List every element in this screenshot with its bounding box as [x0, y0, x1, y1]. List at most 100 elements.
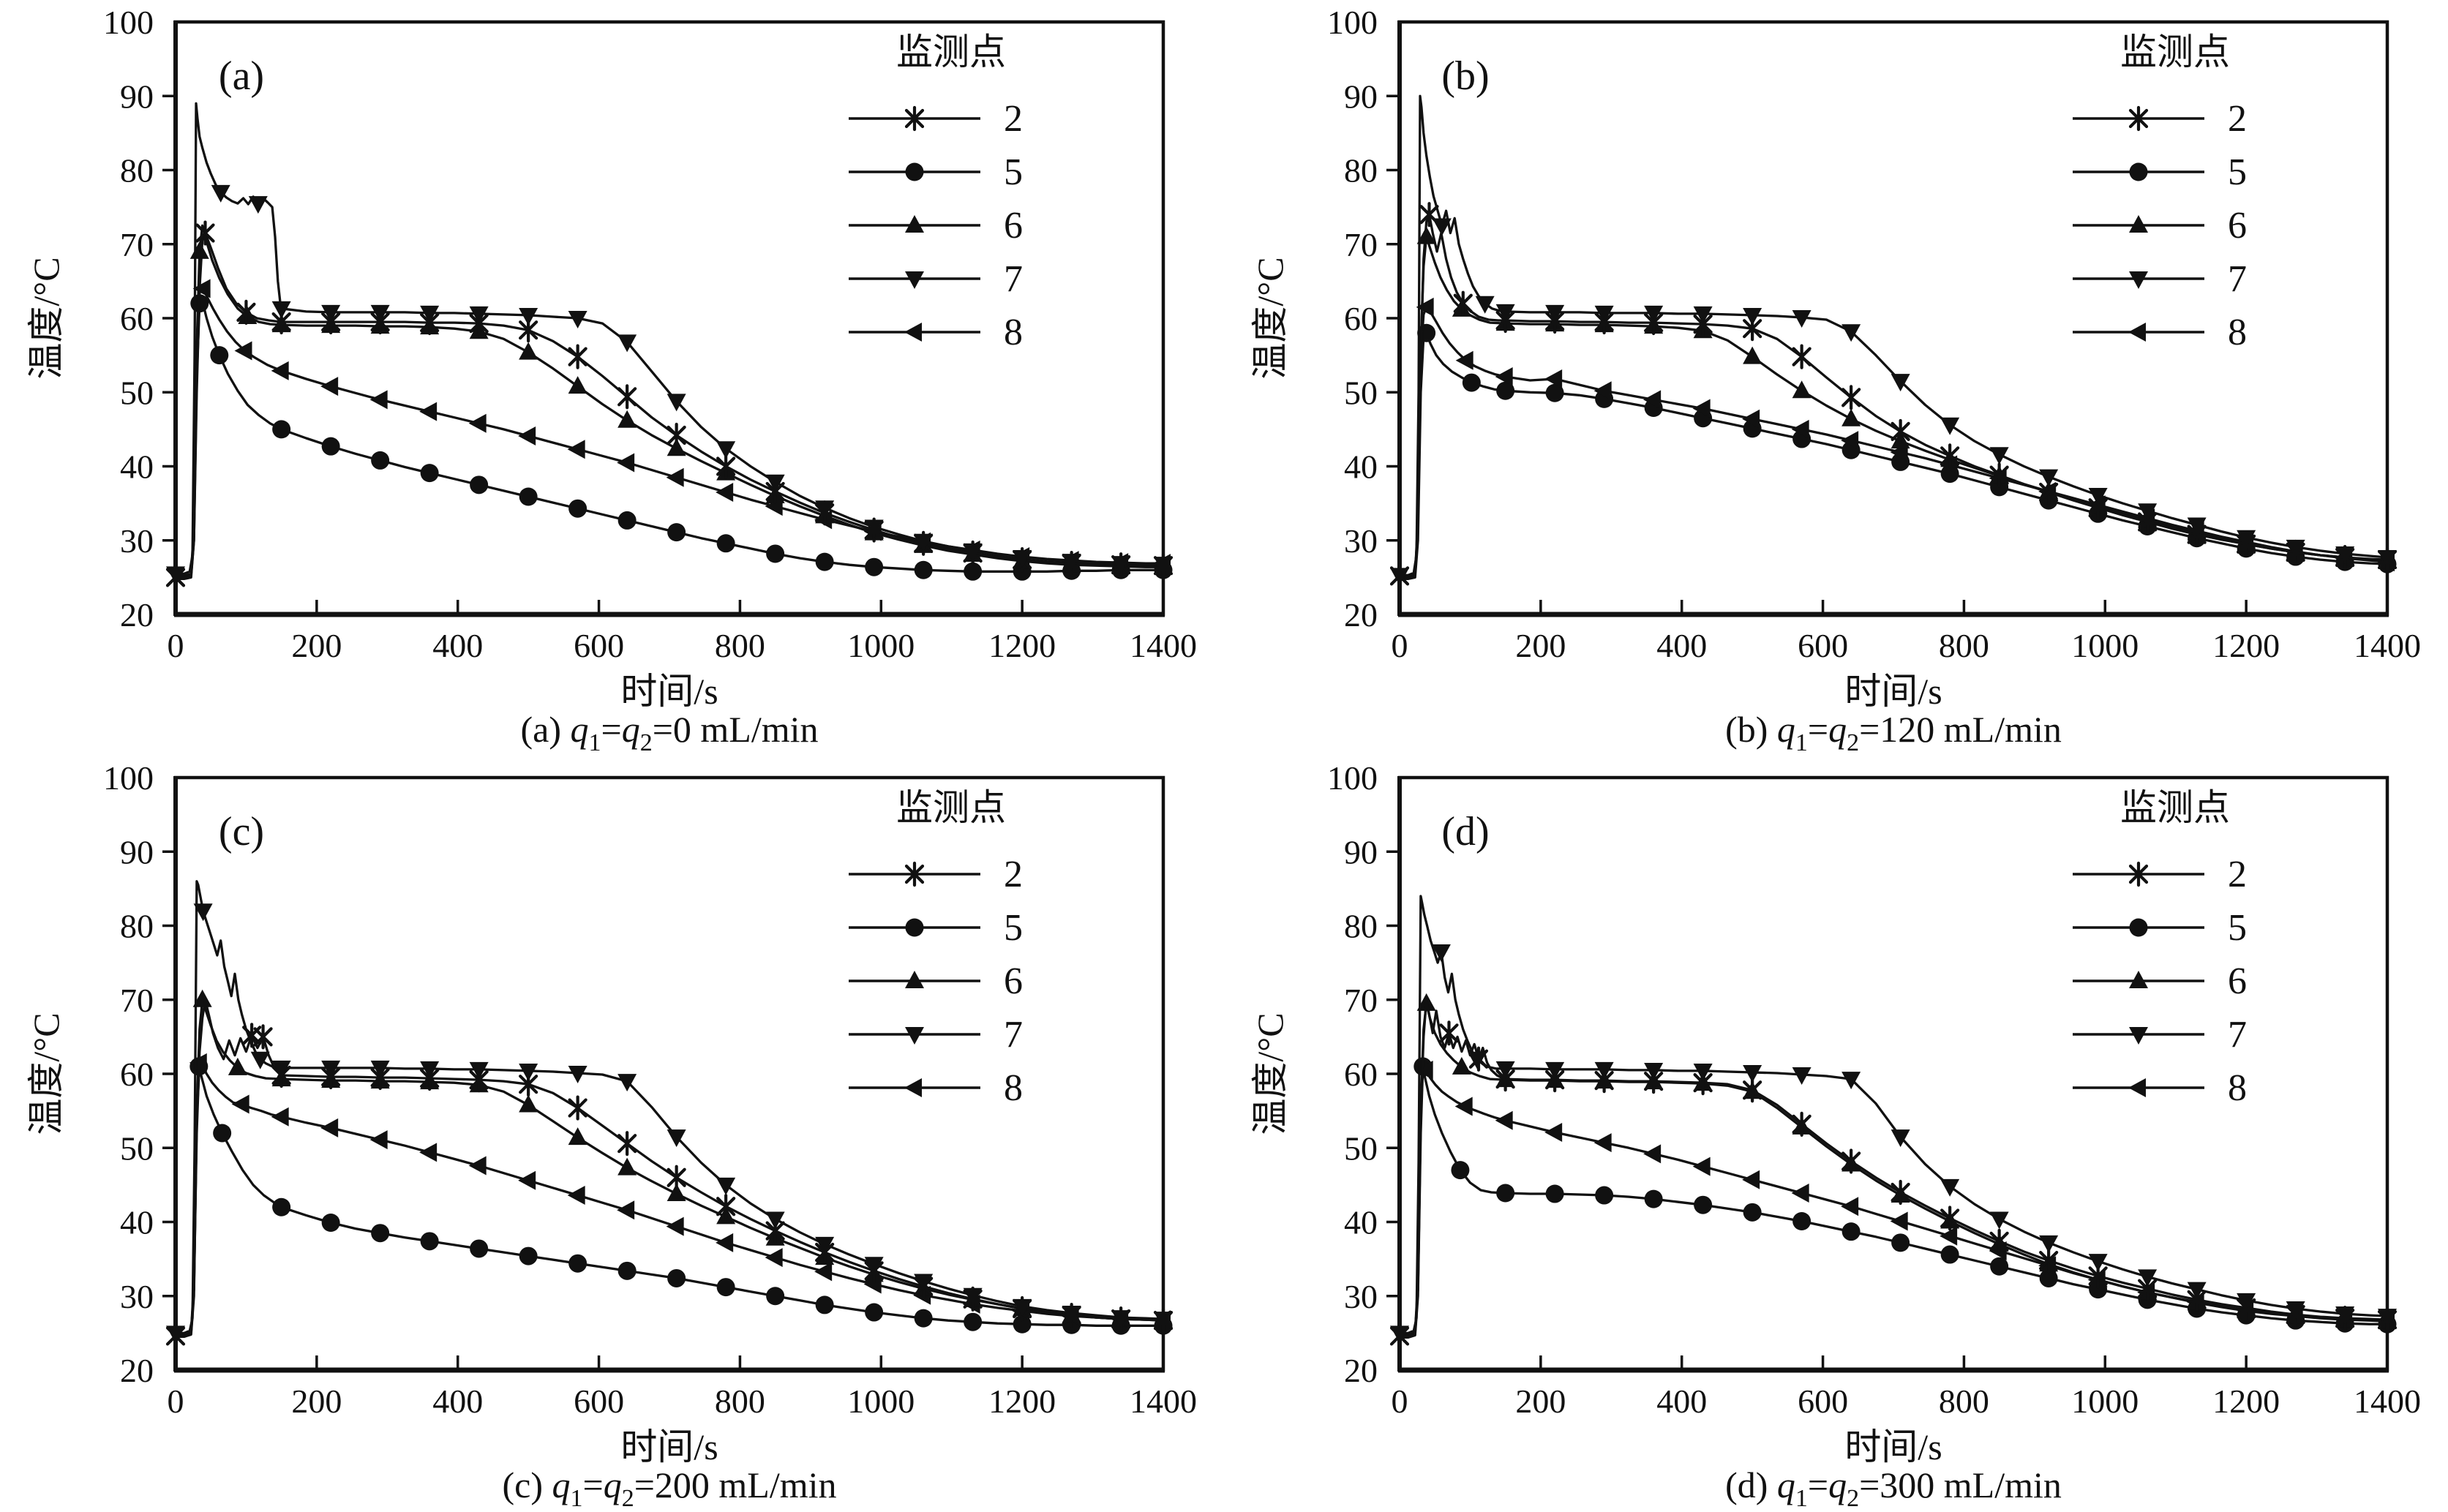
circle-marker [213, 1124, 232, 1143]
circle-marker [1792, 1211, 1811, 1230]
triangle-left-marker [765, 1248, 783, 1268]
triangle-down-marker [166, 1325, 185, 1344]
y-tick-label: 40 [120, 1204, 154, 1241]
triangle-left-marker [518, 1170, 536, 1190]
asterisk-marker [1792, 344, 1811, 369]
x-tick-label: 800 [1939, 1383, 1989, 1420]
triangle-down-marker [2286, 1301, 2305, 1319]
y-tick-label: 20 [120, 596, 154, 633]
circle-marker [716, 1278, 735, 1297]
triangle-up-marker [1452, 1056, 1471, 1075]
asterisk-marker [1841, 385, 1861, 410]
series-7 [166, 102, 1173, 584]
legend-label: 7 [2228, 1014, 2247, 1056]
x-tick-label: 400 [1656, 1383, 1707, 1420]
triangle-left-marker [1454, 1097, 1473, 1116]
x-axis-title: 时间/s [620, 1426, 718, 1467]
triangle-down-marker [1940, 417, 1960, 435]
triangle-left-marker [1890, 1211, 1908, 1231]
circle-marker [1451, 1161, 1470, 1180]
circle-marker [964, 1312, 983, 1331]
legend-label: 6 [1004, 960, 1023, 1002]
triangle-left-marker [419, 402, 438, 421]
circle-marker [519, 487, 538, 506]
triangle-down-marker [2335, 1306, 2355, 1325]
triangle-left-marker [2128, 1078, 2146, 1097]
circle-marker [371, 1224, 390, 1243]
triangle-down-marker [667, 394, 686, 412]
x-tick-label: 200 [291, 1383, 342, 1420]
triangle-down-marker [1111, 1310, 1131, 1328]
asterisk-marker [1940, 1206, 1960, 1231]
legend-label: 8 [2228, 1067, 2247, 1109]
triangle-down-marker [864, 1257, 884, 1275]
asterisk-marker [904, 861, 925, 887]
circle-marker [914, 1309, 933, 1328]
triangle-down-marker [963, 543, 983, 561]
triangle-left-marker [1841, 1197, 1859, 1216]
triangle-down-marker [2335, 546, 2355, 564]
y-tick-label: 90 [120, 78, 154, 115]
asterisk-marker [716, 1194, 736, 1219]
circle-marker [2129, 918, 2148, 937]
panel-letter: (c) [219, 809, 264, 854]
caption: (a) q1=q2=0 mL/min [520, 709, 818, 756]
triangle-down-marker [905, 271, 924, 289]
x-tick-label: 1000 [2071, 1383, 2139, 1420]
triangle-up-marker [519, 342, 538, 360]
triangle-up-marker [1743, 346, 1762, 364]
triangle-down-marker [1841, 324, 1861, 342]
legend-title: 监测点 [2120, 31, 2230, 72]
triangle-left-marker [666, 467, 684, 487]
circle-marker [1545, 1184, 1564, 1203]
triangle-down-marker [1743, 1064, 1762, 1083]
series-7 [166, 880, 1173, 1344]
triangle-down-marker [2378, 1309, 2397, 1327]
asterisk-marker [1792, 1111, 1811, 1137]
asterisk-marker [568, 344, 587, 369]
x-tick-label: 800 [1939, 627, 1989, 664]
triangle-down-marker [716, 1177, 736, 1195]
triangle-down-marker [1545, 304, 1565, 323]
triangle-down-marker [271, 301, 291, 319]
y-tick-label: 80 [1344, 908, 1378, 945]
y-tick-label: 60 [120, 300, 154, 337]
series-6 [1398, 226, 2397, 579]
chart-panel-b: 0 200 400 600 800 1000 1200 1400 20 30 40 50 60 70 80 9… [1250, 4, 2421, 756]
y-tick-label: 80 [120, 152, 154, 189]
y-tick-label: 90 [1344, 833, 1378, 870]
chart-panel-c: 0 200 400 600 800 1000 1200 1400 20 30 40 50 60 70 80 9… [26, 759, 1197, 1511]
caption: (b) q1=q2=120 mL/min [1725, 709, 2062, 756]
triangle-down-marker [1594, 305, 1614, 323]
y-tick-label: 70 [120, 982, 154, 1019]
circle-marker [1743, 1203, 1762, 1222]
circle-marker [371, 451, 390, 470]
triangle-down-marker [1111, 556, 1131, 574]
triangle-down-marker [2187, 517, 2207, 535]
triangle-up-marker [192, 989, 212, 1007]
x-axis-title: 时间/s [1844, 1426, 1942, 1467]
triangle-left-marker [1495, 366, 1513, 386]
triangle-up-marker [2129, 971, 2148, 988]
circle-marker [766, 1287, 785, 1306]
triangle-up-marker [1841, 408, 1861, 426]
triangle-left-marker [1455, 350, 1473, 370]
triangle-down-marker [271, 1060, 291, 1078]
y-tick-label: 40 [1344, 448, 1378, 486]
triangle-down-marker [1792, 309, 1811, 328]
triangle-down-marker [2129, 1027, 2148, 1045]
triangle-down-marker [864, 519, 884, 538]
caption: (d) q1=q2=300 mL/min [1725, 1464, 2062, 1511]
asterisk-marker [2039, 1248, 2059, 1274]
axes: 0 200 400 600 800 1000 1200 1400 20 30 40 50 60 70 80 9… [1327, 4, 2421, 664]
circle-marker [1644, 1189, 1663, 1208]
y-tick-label: 90 [1344, 78, 1378, 115]
triangle-down-marker [1693, 306, 1713, 324]
asterisk-marker [904, 105, 925, 132]
triangle-up-marker [568, 1127, 587, 1146]
y-tick-label: 100 [1327, 4, 1378, 41]
panel-a: 0 200 400 600 800 1000 1200 1400 20 30 40 50 60 70 80 9… [0, 0, 1224, 756]
triangle-down-marker [568, 1065, 587, 1083]
triangle-down-marker [765, 474, 785, 492]
circle-marker [1496, 1184, 1515, 1203]
